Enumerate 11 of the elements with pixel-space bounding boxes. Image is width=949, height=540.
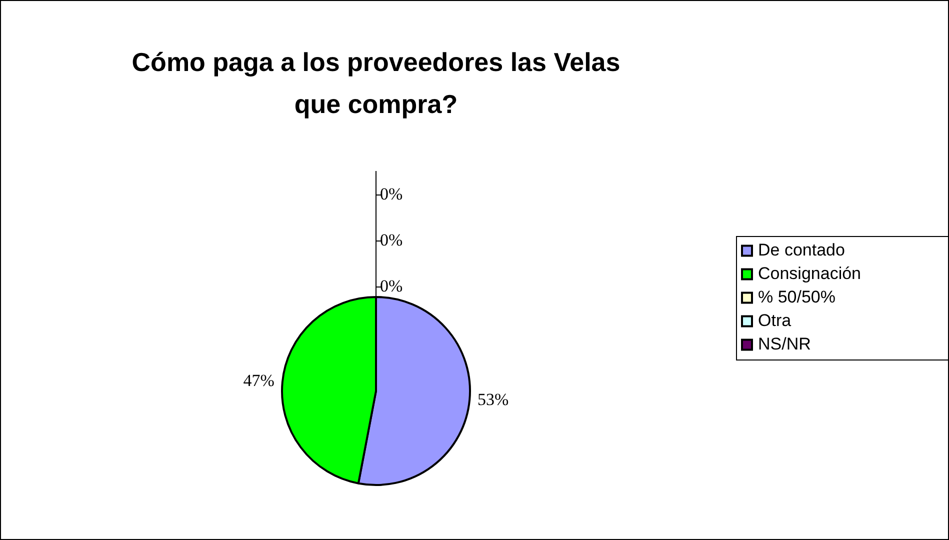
legend-label: De contado: [758, 240, 845, 260]
text: 0%: [380, 184, 403, 204]
legend-label: % 50/50%: [758, 287, 836, 306]
data-label: 47%: [243, 370, 274, 390]
legend-label: Consignación: [758, 264, 862, 283]
chart-title: Cómo paga a los proveedores las Velas que compra?: [132, 47, 620, 120]
text: 0%: [380, 276, 403, 296]
text: 0%: [380, 230, 403, 250]
data-label: 53%: [478, 390, 509, 410]
legend-label: Otra: [758, 310, 792, 330]
legend-label: NS/NR: [758, 334, 811, 354]
